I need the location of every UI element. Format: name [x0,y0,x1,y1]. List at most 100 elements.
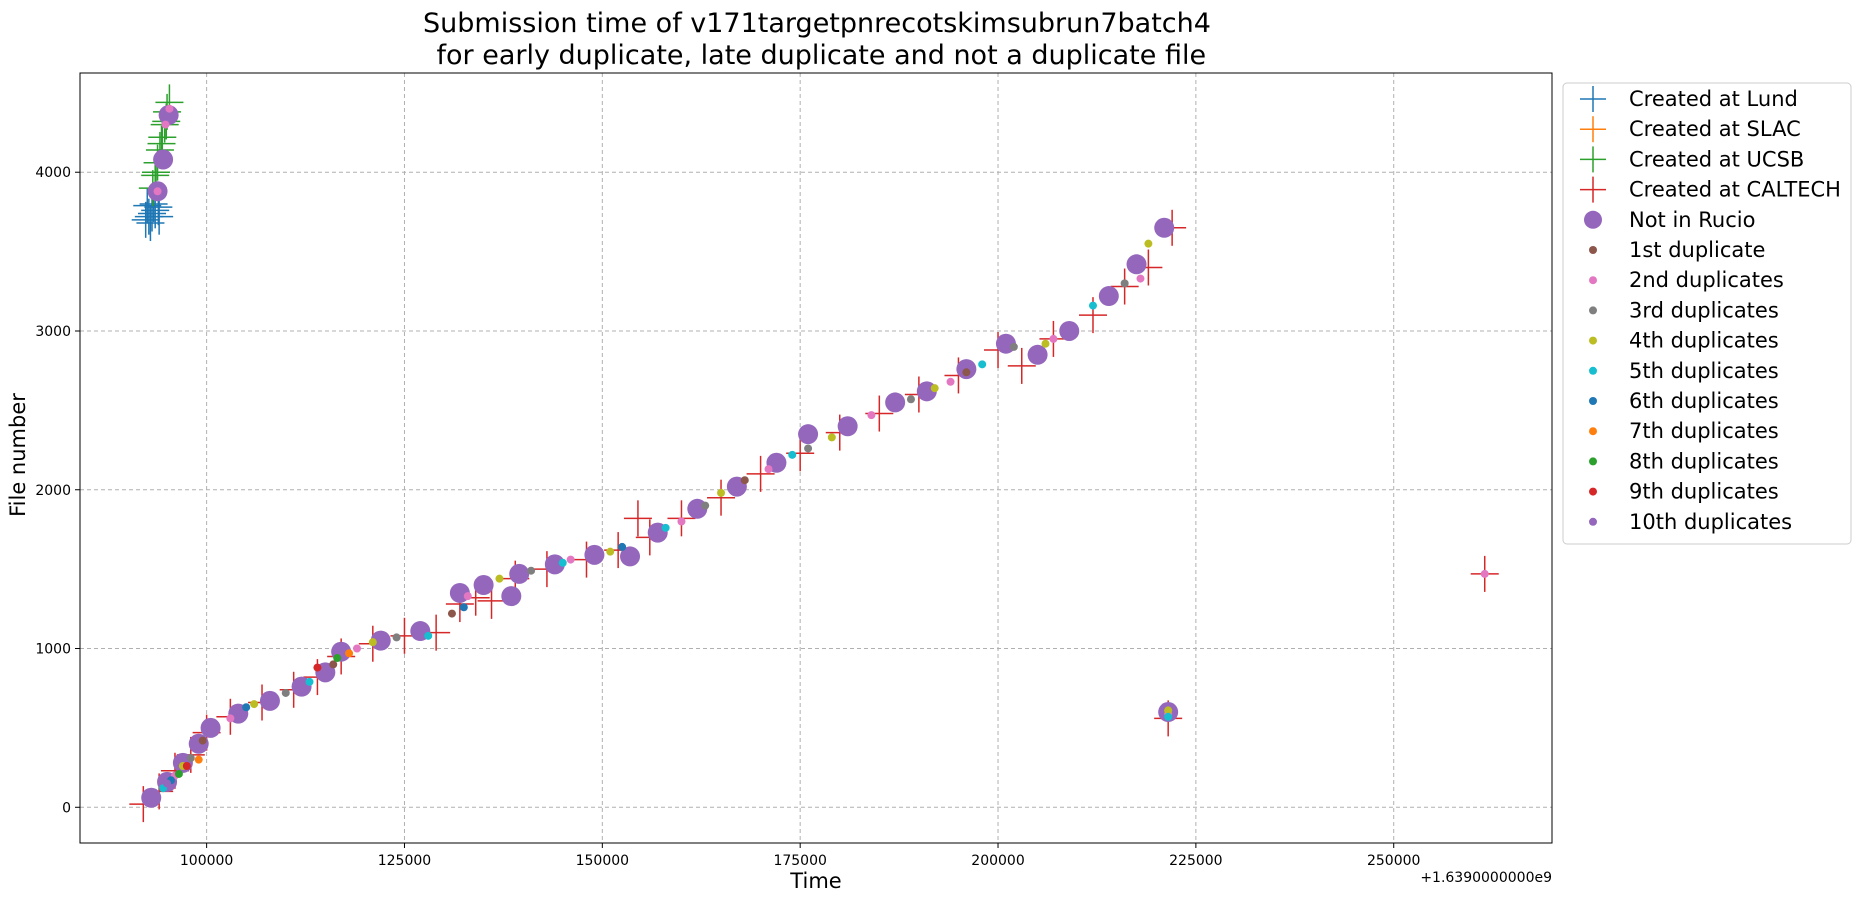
legend-label-3rd-duplicates: 3rd duplicates [1629,298,1779,322]
not-in-rucio-point [837,416,858,437]
legend-item: 7th duplicates [1589,419,1779,443]
legend-label-10th-duplicates: 10th duplicates [1629,510,1792,534]
5th-duplicates-point [424,631,433,640]
6th-duplicates-point [242,703,251,712]
legend-item: 9th duplicates [1589,480,1779,504]
created-at-caltech-point [1007,347,1036,384]
legend-marker-6th-duplicates [1589,397,1597,405]
legend-marker-7th-duplicates [1589,427,1597,436]
legend-marker-created-at-lund [1580,86,1606,112]
legend-marker-3rd-duplicates [1589,306,1597,315]
x-tick-label: 225000 [1169,853,1222,869]
not-in-rucio-point [200,717,221,738]
4th-duplicates-point [1144,239,1153,248]
2nd-duplicates-point [352,644,361,653]
1st-duplicate-point [329,660,338,669]
not-in-rucio-point [620,546,641,567]
legend-label-4th-duplicates: 4th duplicates [1629,329,1779,353]
legend-item: 6th duplicates [1589,389,1779,413]
grid-lines [80,73,1552,843]
created-at-lund-point [145,198,174,235]
legend-marker-created-at-slac [1580,116,1606,143]
chart-title-line-2: for early duplicate, late duplicate and … [428,40,1206,71]
4th-duplicates-point [930,384,939,393]
x-axis-offset-label: +1.6390000000e9 [1420,870,1552,886]
created-at-caltech-point [707,479,736,516]
series-5th-duplicates [159,301,1173,793]
2nd-duplicates-point [566,555,575,564]
legend-marker-5th-duplicates [1589,366,1597,375]
2nd-duplicates-point [677,517,686,526]
x-tick-label: 250000 [1367,853,1420,869]
not-in-rucio-point [153,149,174,170]
legend-marker-8th-duplicates [1589,457,1597,466]
not-in-rucio-point [473,575,494,596]
legend-marker-2nd-duplicates [1589,276,1597,285]
series-9th-duplicates [182,663,322,770]
2nd-duplicates-point [1136,274,1145,283]
3rd-duplicates-point [906,395,915,404]
y-axis-ticks: 0 1000 2000 3000 4000 [35,165,80,816]
legend-label-5th-duplicates: 5th duplicates [1629,359,1779,383]
legend-label-9th-duplicates: 9th duplicates [1629,480,1779,504]
x-tick-label: 200000 [971,853,1024,869]
4th-duplicates-point [717,488,726,497]
8th-duplicates-point [174,769,183,778]
not-in-rucio-point [1027,344,1048,365]
2nd-duplicates-point [463,592,472,601]
series-2nd-duplicates [153,104,1489,780]
y-tick-label: 3000 [35,324,71,340]
2nd-duplicates-point [946,377,955,386]
2nd-duplicates-point [764,465,773,474]
2nd-duplicates-point [165,104,174,113]
4th-duplicates-point [495,574,504,583]
x-axis-label: Time [789,869,841,893]
not-in-rucio-point [1059,320,1080,341]
x-axis-ticks: 100000 125000 150000 175000 200000 225000 2500… [180,843,1420,869]
not-in-rucio-point [1098,286,1119,307]
5th-duplicates-point [1088,301,1097,310]
legend-label-created-at-lund: Created at Lund [1629,87,1798,111]
5th-duplicates-point [305,677,314,686]
4th-duplicates-point [827,433,836,442]
legend-label-1st-duplicate: 1st duplicate [1629,238,1765,262]
5th-duplicates-point [661,523,670,532]
legend-item: 3rd duplicates [1589,298,1779,322]
legend-item: 2nd duplicates [1589,268,1784,292]
series-8th-duplicates [174,654,342,778]
legend-marker-created-at-caltech [1580,176,1606,203]
not-in-rucio-point [798,424,819,445]
3rd-duplicates-point [804,444,813,453]
7th-duplicates-point [194,755,203,764]
legend-label-not-in-rucio: Not in Rucio [1629,208,1755,232]
3rd-duplicates-point [392,633,401,642]
y-axis-label: File number [6,393,30,517]
5th-duplicates-point [558,558,567,567]
series-6th-duplicates [167,542,627,785]
legend-marker-not-in-rucio [1584,210,1602,229]
legend-label-7th-duplicates: 7th duplicates [1629,419,1779,443]
not-in-rucio-point [885,392,906,413]
y-tick-label: 2000 [35,483,71,499]
1st-duplicate-point [447,609,456,618]
legend-label-2nd-duplicates: 2nd duplicates [1629,268,1784,292]
series-not-in-rucio [141,105,1179,808]
series-created-at-caltech [129,209,1499,823]
4th-duplicates-point [1164,706,1173,715]
y-tick-label: 4000 [35,165,71,181]
2nd-duplicates-point [1480,569,1489,578]
not-in-rucio-point [1126,254,1147,275]
2nd-duplicates-point [153,187,162,196]
legend-marker-10th-duplicates [1589,517,1597,526]
legend-frame [1562,82,1852,545]
5th-duplicates-point [978,360,987,369]
legend: Created at Lund Created at SLAC Created at… [1562,82,1852,545]
2nd-duplicates-point [226,714,235,723]
legend-label-created-at-caltech: Created at CALTECH [1629,178,1841,202]
3rd-duplicates-point [527,566,536,575]
series-10th-duplicates [163,779,172,788]
4th-duplicates-point [250,700,259,709]
legend-item: Created at CALTECH [1580,176,1841,203]
not-in-rucio-point [509,563,530,584]
